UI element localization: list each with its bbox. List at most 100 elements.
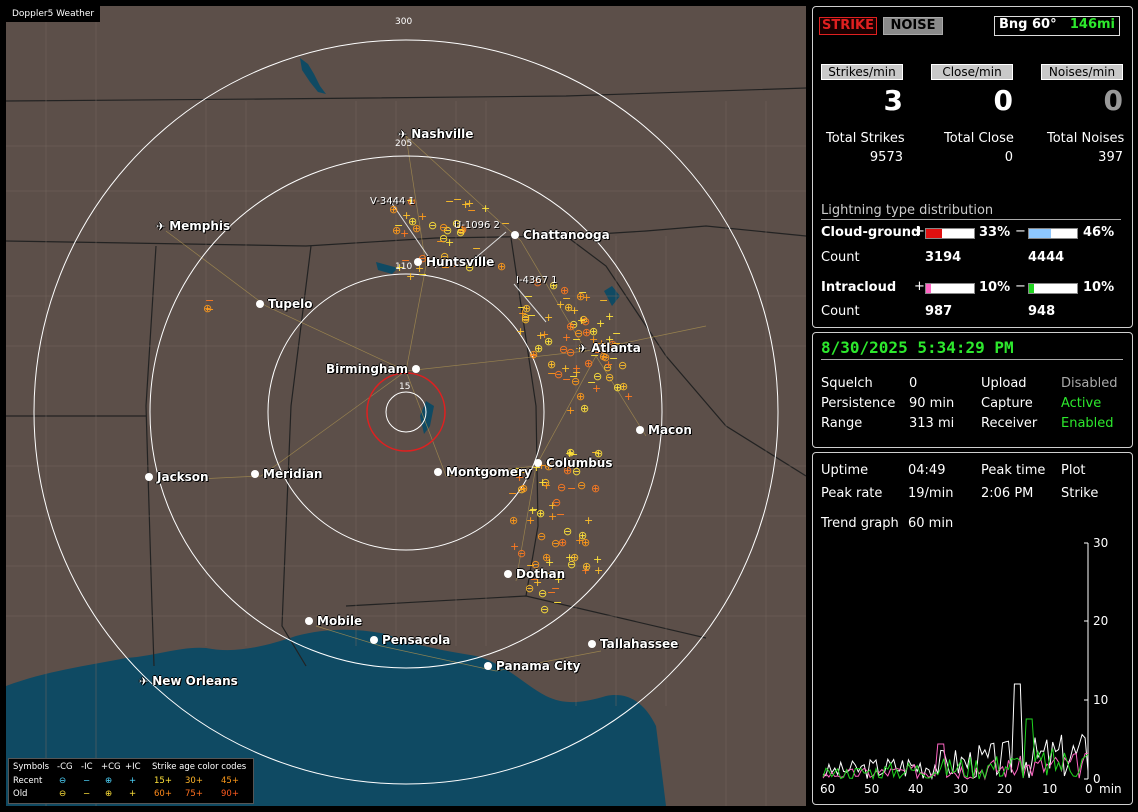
strike-mark: ⊖ bbox=[559, 343, 568, 356]
city-jackson: Jackson bbox=[145, 470, 209, 484]
x-tick-label: 30 bbox=[953, 782, 969, 796]
airport-icon: ✈ bbox=[156, 219, 166, 233]
strike-mark: ⊖ bbox=[533, 276, 542, 289]
strike-mark: − bbox=[612, 327, 621, 340]
strike-mark: ⊕ bbox=[599, 350, 608, 363]
strike-mark: + bbox=[572, 362, 581, 375]
x-tick-label: 10 bbox=[1042, 782, 1058, 796]
ic-negative-pct: 10% bbox=[1083, 280, 1115, 295]
strike-mark: + bbox=[533, 566, 542, 579]
city-memphis: ✈ Memphis bbox=[156, 219, 231, 233]
strike-mark: ⊖ bbox=[554, 368, 563, 381]
city-dot-icon bbox=[145, 473, 153, 481]
strike-mark: − bbox=[530, 573, 539, 586]
uptime-value: 04:49 bbox=[908, 463, 946, 478]
strike-mark: − bbox=[599, 294, 608, 307]
strike-mark: − bbox=[556, 508, 565, 521]
strike-mark: + bbox=[562, 331, 571, 344]
strike-mark: ⊖ bbox=[525, 582, 534, 595]
stats-panel: STRIKE NOISE Bng 60° 146mi Strikes/min C… bbox=[812, 6, 1133, 328]
lake bbox=[376, 262, 398, 274]
strike-mark: ⊕ bbox=[619, 380, 628, 393]
strike-mark: − bbox=[543, 567, 552, 580]
strike-mark: − bbox=[547, 586, 556, 599]
y-tick-label: 0 bbox=[1093, 772, 1101, 786]
strike-mark: ⊖ bbox=[439, 232, 448, 245]
city-nashville: ✈ Nashville bbox=[398, 127, 474, 141]
range-rings bbox=[33, 39, 779, 785]
city-dot-icon bbox=[414, 258, 422, 266]
intracloud-label: Intracloud bbox=[821, 280, 897, 295]
strike-mark: ⊕ bbox=[594, 447, 603, 460]
radar-map[interactable]: + ⊖ ⊖ + − ⊖ + − + ⊖ ⊖ + ⊕ + ⊕ − − + ⊖ ⊕ − ⊕ − ⊖ − − ⊕ ⊖ + + − − + + ⊖ ⊖ − + ⊕ ⊖… bbox=[6, 6, 806, 806]
city-dot-icon bbox=[434, 468, 442, 476]
y-tick-label: 20 bbox=[1093, 614, 1109, 628]
strike-mark: − bbox=[572, 333, 581, 346]
strike-mark: + bbox=[415, 262, 424, 275]
strike-mark: + bbox=[450, 257, 459, 270]
trend-window-value: 60 min bbox=[908, 516, 954, 531]
ic-positive-pct: 10% bbox=[979, 280, 1011, 295]
strike-mark: ⊕ bbox=[564, 301, 573, 314]
cg-positive-pct: 33% bbox=[979, 225, 1011, 240]
vector-label: V-3444 1 bbox=[370, 196, 415, 207]
total-close-label: Total Close bbox=[944, 131, 1014, 146]
strike-mark: + bbox=[400, 227, 409, 240]
strike-mark: + bbox=[556, 298, 565, 311]
strike-mark: − bbox=[578, 286, 587, 299]
strike-mark: ⊕ bbox=[509, 514, 518, 527]
roads bbox=[155, 135, 707, 672]
strike-mark: + bbox=[544, 311, 553, 324]
strike-mark: ⊕ bbox=[591, 482, 600, 495]
strike-mark: + bbox=[516, 325, 525, 338]
uptime-label: Uptime bbox=[821, 463, 869, 478]
noises-per-min-label: Noises/min bbox=[1041, 64, 1123, 80]
x-tick-label: 50 bbox=[864, 782, 880, 796]
strike-mark: − bbox=[547, 367, 556, 380]
x-tick-label: 40 bbox=[908, 782, 924, 796]
cg-pos-icon: ⊕ bbox=[105, 789, 113, 799]
strike-mark: + bbox=[465, 197, 474, 210]
strike-mark: ⊖ bbox=[456, 226, 465, 239]
strike-mark: − bbox=[612, 337, 621, 350]
strike-mark: + bbox=[596, 317, 605, 330]
strike-mark: + bbox=[538, 476, 547, 489]
strike-button[interactable]: STRIKE bbox=[819, 17, 877, 35]
strike-mark: ⊖ bbox=[572, 465, 581, 478]
strike-mark: ⊖ bbox=[407, 195, 416, 208]
strike-mark: ⊖ bbox=[465, 261, 474, 274]
strike-mark: − bbox=[524, 290, 533, 303]
ic-negative-fill bbox=[1029, 284, 1034, 293]
city-dot-icon bbox=[636, 426, 644, 434]
plot-value[interactable]: Strike bbox=[1061, 486, 1099, 501]
strike-mark: + bbox=[542, 479, 551, 492]
strike-mark: + bbox=[566, 404, 575, 417]
strike-mark: ⊕ bbox=[497, 260, 506, 273]
city-huntsville: Huntsville bbox=[414, 255, 494, 269]
city-dot-icon bbox=[511, 231, 519, 239]
strike-mark: + bbox=[540, 328, 549, 341]
strike-mark: ⊕ bbox=[522, 302, 531, 315]
strike-mark: ⊕ bbox=[584, 357, 593, 370]
close-ring bbox=[366, 372, 446, 452]
strike-mark: + bbox=[582, 291, 591, 304]
strike-mark: − bbox=[526, 559, 535, 572]
strike-mark: ⊖ bbox=[521, 311, 530, 324]
strike-mark: ⊕ bbox=[536, 507, 545, 520]
strike-mark: ⊖ bbox=[443, 224, 452, 237]
x-tick-label: 20 bbox=[997, 782, 1013, 796]
strike-mark: ⊕ bbox=[389, 203, 398, 216]
city-meridian: Meridian bbox=[251, 467, 322, 481]
strike-mark: − bbox=[517, 301, 526, 314]
strike-mark: ⊖ bbox=[569, 318, 578, 331]
trend-line-cg bbox=[822, 718, 1089, 781]
strike-mark: ⊖ bbox=[557, 481, 566, 494]
noise-button[interactable]: NOISE bbox=[883, 17, 943, 35]
city-dot-icon bbox=[251, 470, 259, 478]
strike-mark: ⊕ bbox=[578, 529, 587, 542]
cg-pos-icon: ⊕ bbox=[105, 776, 113, 786]
plot-label: Plot bbox=[1061, 463, 1086, 478]
strike-mark: ⊖ bbox=[563, 525, 572, 538]
minus-icon: − bbox=[1015, 224, 1026, 239]
cg-negative-bar bbox=[1028, 228, 1078, 239]
